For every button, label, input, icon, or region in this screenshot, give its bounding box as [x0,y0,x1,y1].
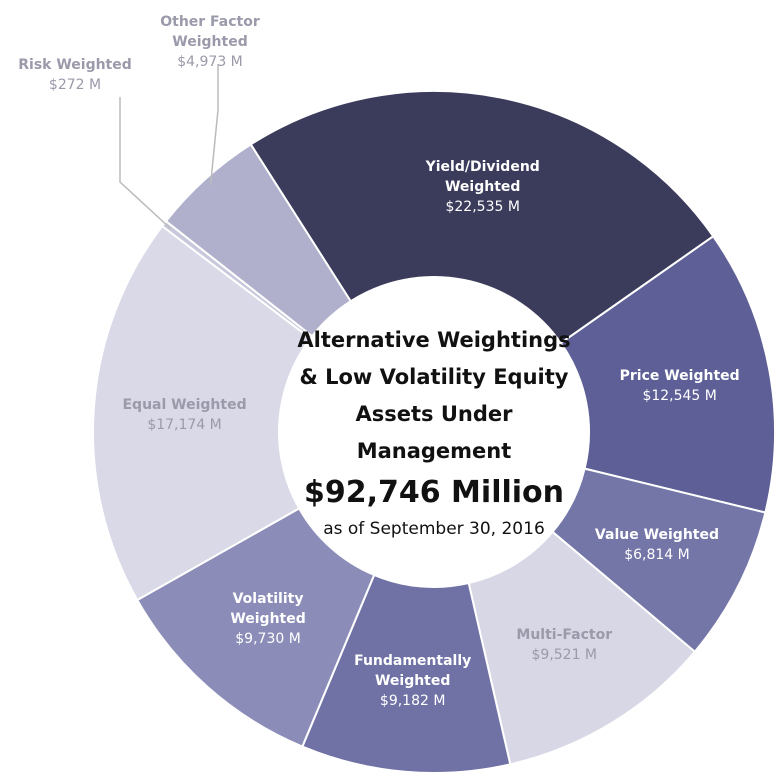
value-label: $12,545 M [642,387,717,404]
segment-label: Value Weighted $6,814 M [587,525,727,565]
value-label: $9,730 M [235,630,301,647]
category-label: Equal Weighted [122,397,247,414]
category-label: Value Weighted [594,527,720,544]
value-label: $9,182 M [379,693,446,710]
leader-line [119,97,171,230]
segment-label: Equal Weighted $17,174 M [115,395,255,435]
category-label: Other Factor Weighted [160,14,260,50]
value-label: $4,973 M [177,54,243,70]
total-label: $92,746 Million [303,475,565,510]
value-label: $272 M [48,77,102,93]
category-label: Fundamentally Weighted [354,653,472,690]
donut-segment [559,234,776,514]
value-label: $9,521 M [531,647,598,664]
leader-line [209,64,219,186]
value-label: $6,814 M [624,547,690,564]
segment-label: Fundamentally Weighted $9,182 M [343,651,483,711]
category-label: Risk Weighted [18,57,132,73]
donut-segment [92,224,312,602]
category-label: Volatility Weighted [230,590,306,627]
chart-title: Alternative Weightings & Low Volatility … [297,328,571,463]
subtitle: as of September 30, 2016 [323,519,545,539]
segment-label: Risk Weighted $272 M [5,55,145,95]
donut-segment [135,507,376,748]
value-label: $22,535 M [445,198,520,215]
segment-label: Multi-Factor $9,521 M [494,625,634,665]
center-text: Alternative Weightings & Low Volatility … [279,277,589,587]
donut-segment [249,90,715,345]
category-label: Yield/Dividend Weighted [425,158,540,195]
segment-label: Yield/Dividend Weighted $22,535 M [413,157,553,217]
donut-segment [164,143,353,338]
segment-label: Price Weighted $12,545 M [610,366,750,406]
category-label: Price Weighted [619,367,740,384]
donut-segment [467,530,697,766]
category-label: Multi-Factor [516,627,613,644]
value-label: $17,174 M [147,417,222,434]
segment-label: Other Factor Weighted $4,973 M [140,12,280,72]
segment-label: Volatility Weighted $9,730 M [198,589,338,649]
